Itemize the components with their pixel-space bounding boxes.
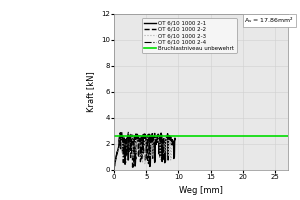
OT 6/10 1000 2-3 xyxy=(161,141,165,144)
OT 6/10 1000 2-4 xyxy=(163,138,166,140)
OT 6/10 1000 2-3 xyxy=(129,138,133,140)
OT 6/10 1000 2-1 xyxy=(164,140,167,142)
OT 6/10 1000 2-2 xyxy=(128,138,131,141)
OT 6/10 1000 2-2 xyxy=(157,140,161,142)
OT 6/10 1000 2-1 xyxy=(129,137,132,139)
X-axis label: Weg [mm]: Weg [mm] xyxy=(179,186,223,195)
OT 6/10 1000 2-3 xyxy=(156,133,159,135)
OT 6/10 1000 2-1 xyxy=(145,142,148,145)
Bruchlastniveau unbewehrt xyxy=(118,135,122,137)
OT 6/10 1000 2-4 xyxy=(158,133,161,136)
Y-axis label: Kraft [kN]: Kraft [kN] xyxy=(86,72,95,112)
OT 6/10 1000 2-3 xyxy=(143,163,147,165)
OT 6/10 1000 2-3 xyxy=(112,168,116,171)
Line: OT 6/10 1000 2-4: OT 6/10 1000 2-4 xyxy=(114,132,164,170)
OT 6/10 1000 2-2 xyxy=(112,169,116,171)
Legend: OT 6/10 1000 2-1, OT 6/10 1000 2-2, OT 6/10 1000 2-3, OT 6/10 1000 2-4, Bruchlas: OT 6/10 1000 2-1, OT 6/10 1000 2-2, OT 6… xyxy=(142,18,236,53)
OT 6/10 1000 2-4 xyxy=(157,134,160,137)
Text: A$_s$ = 17.86mm²: A$_s$ = 17.86mm² xyxy=(244,16,295,25)
OT 6/10 1000 2-1 xyxy=(166,133,169,135)
OT 6/10 1000 2-2 xyxy=(165,139,169,142)
OT 6/10 1000 2-4 xyxy=(128,136,131,139)
OT 6/10 1000 2-4 xyxy=(112,169,116,171)
OT 6/10 1000 2-1 xyxy=(166,159,170,161)
OT 6/10 1000 2-1 xyxy=(167,135,171,137)
OT 6/10 1000 2-3 xyxy=(164,135,168,137)
OT 6/10 1000 2-2 xyxy=(127,135,130,138)
OT 6/10 1000 2-4 xyxy=(126,130,130,133)
Line: OT 6/10 1000 2-2: OT 6/10 1000 2-2 xyxy=(114,132,167,170)
OT 6/10 1000 2-2 xyxy=(160,134,164,137)
OT 6/10 1000 2-4 xyxy=(140,150,143,153)
OT 6/10 1000 2-1 xyxy=(112,168,116,171)
OT 6/10 1000 2-3 xyxy=(128,135,132,137)
OT 6/10 1000 2-3 xyxy=(170,140,174,142)
OT 6/10 1000 2-2 xyxy=(159,136,162,138)
OT 6/10 1000 2-2 xyxy=(141,141,144,143)
OT 6/10 1000 2-3 xyxy=(163,149,167,152)
Bruchlastniveau unbewehrt xyxy=(112,135,116,137)
Line: OT 6/10 1000 2-3: OT 6/10 1000 2-3 xyxy=(114,134,172,169)
Line: OT 6/10 1000 2-1: OT 6/10 1000 2-1 xyxy=(114,134,175,169)
OT 6/10 1000 2-1 xyxy=(130,135,134,137)
OT 6/10 1000 2-1 xyxy=(173,138,177,141)
OT 6/10 1000 2-2 xyxy=(153,131,156,133)
OT 6/10 1000 2-4 xyxy=(127,134,130,136)
OT 6/10 1000 2-4 xyxy=(155,138,159,141)
